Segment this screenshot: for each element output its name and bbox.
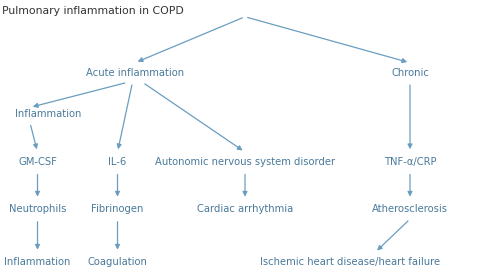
Text: Inflammation: Inflammation: [4, 257, 70, 267]
Text: Coagulation: Coagulation: [88, 257, 148, 267]
Text: GM-CSF: GM-CSF: [18, 157, 57, 167]
Text: Acute inflammation: Acute inflammation: [86, 68, 184, 78]
Text: Chronic: Chronic: [391, 68, 429, 78]
Text: TNF-α/CRP: TNF-α/CRP: [384, 157, 436, 167]
Text: Ischemic heart disease/heart failure: Ischemic heart disease/heart failure: [260, 257, 440, 267]
Text: Inflammation: Inflammation: [15, 109, 82, 119]
Text: Atherosclerosis: Atherosclerosis: [372, 204, 448, 214]
Text: Cardiac arrhythmia: Cardiac arrhythmia: [197, 204, 293, 214]
Text: Neutrophils: Neutrophils: [9, 204, 66, 214]
Text: IL-6: IL-6: [108, 157, 126, 167]
Text: Fibrinogen: Fibrinogen: [92, 204, 144, 214]
Text: Autonomic nervous system disorder: Autonomic nervous system disorder: [155, 157, 335, 167]
Text: Pulmonary inflammation in COPD: Pulmonary inflammation in COPD: [2, 6, 184, 16]
